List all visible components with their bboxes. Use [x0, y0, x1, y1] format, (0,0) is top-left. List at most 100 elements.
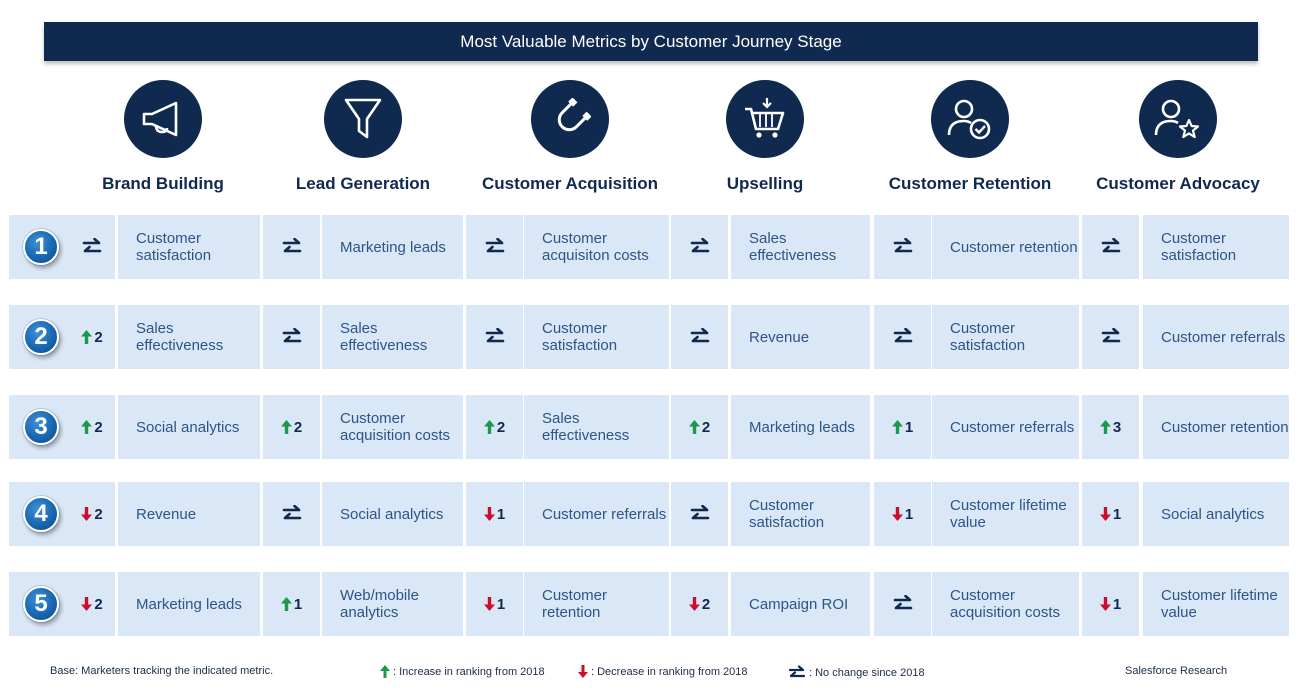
exchange-arrows-icon	[893, 238, 912, 253]
stage-header: Customer Retention	[870, 80, 1070, 194]
metric-cell: Customer retention	[1143, 395, 1289, 459]
metric-label: Customer referrals	[542, 505, 667, 523]
metric-label: Customer referrals	[950, 418, 1075, 436]
metric-label: Customer satisfaction	[1161, 230, 1237, 264]
metric-label: Sales effectiveness	[542, 410, 630, 444]
metric-label: Customer acquisition costs	[340, 410, 451, 444]
up-arrow-icon	[280, 597, 292, 611]
change-indicator	[69, 215, 115, 279]
metric-label: Sales effectiveness	[340, 320, 428, 354]
legend-no-change: : No change since 2018	[788, 665, 925, 681]
page-title: Most Valuable Metrics by Customer Journe…	[44, 22, 1258, 61]
metric-label: Social analytics	[340, 505, 444, 523]
user-check-icon	[931, 80, 1009, 158]
metric-label: Campaign ROI	[749, 595, 849, 613]
stage-name: Upselling	[726, 174, 804, 193]
change-indicator: 1	[1082, 482, 1139, 546]
change-amount: 1	[904, 418, 914, 436]
change-indicator: 2	[466, 395, 523, 459]
down-arrow-icon	[1099, 597, 1111, 611]
metric-label: Web/mobile analytics	[340, 587, 419, 621]
up-arrow-icon	[81, 420, 93, 434]
change-indicator: 2	[69, 572, 115, 636]
legend-increase-label: : Increase in ranking from 2018	[393, 665, 545, 678]
exchange-arrows-icon	[690, 238, 709, 253]
shopping-cart-icon	[726, 80, 804, 158]
change-amount: 1	[496, 595, 506, 613]
exchange-arrows-icon	[282, 328, 301, 343]
change-amount: 2	[94, 505, 103, 523]
change-indicator	[874, 572, 931, 636]
rank-row: 5 2 Marketing leads 1 Web/mobile analytics 1 C…	[9, 572, 1289, 636]
metric-cell: Social analytics	[118, 395, 260, 459]
exchange-arrows-icon	[485, 238, 504, 253]
change-indicator: 2	[69, 395, 115, 459]
metric-cell: Sales effectiveness	[322, 305, 463, 369]
stage-header: Customer Acquisition	[470, 80, 670, 194]
rank-row: 1 Customer satisfaction Marketing leads Cus…	[9, 215, 1289, 279]
metric-label: Customer retention	[542, 587, 608, 621]
stage-header: Customer Advocacy	[1078, 80, 1278, 194]
metric-cell: Customer lifetime value	[1143, 572, 1289, 636]
change-indicator: 1	[874, 482, 931, 546]
exchange-arrows-icon	[893, 328, 912, 343]
change-amount: 2	[701, 595, 711, 613]
metric-cell: Customer acquisition costs	[322, 395, 463, 459]
up-arrow-icon	[280, 420, 292, 434]
metric-cell: Customer referrals	[1143, 305, 1289, 369]
metric-label: Customer lifetime value	[1161, 587, 1278, 621]
metric-cell: Customer referrals	[524, 482, 669, 546]
change-amount: 1	[293, 595, 303, 613]
metric-cell: Campaign ROI	[731, 572, 870, 636]
change-indicator: 2	[69, 305, 115, 369]
metric-cell: Customer referrals	[932, 395, 1079, 459]
down-arrow-icon	[483, 507, 495, 521]
base-note: Base: Marketers tracking the indicated m…	[50, 665, 274, 677]
exchange-arrows-icon	[1101, 238, 1120, 253]
metric-cell: Customer satisfaction	[118, 215, 260, 279]
metric-label: Customer lifetime value	[950, 497, 1067, 531]
change-amount: 1	[496, 505, 506, 523]
metric-label: Customer referrals	[1161, 328, 1286, 346]
stage-name: Customer Acquisition	[482, 174, 658, 193]
change-indicator: 2	[671, 572, 728, 636]
metric-label: Customer acquisition costs	[950, 587, 1061, 621]
down-arrow-icon	[81, 597, 93, 611]
change-indicator	[263, 305, 320, 369]
up-arrow-icon	[483, 420, 495, 434]
down-arrow-icon	[81, 507, 93, 521]
stage-name: Brand Building	[102, 174, 224, 193]
exchange-arrows-icon	[282, 238, 301, 253]
metric-cell: Marketing leads	[118, 572, 260, 636]
change-amount: 2	[293, 418, 303, 436]
metric-label: Revenue	[136, 505, 197, 523]
metric-cell: Customer satisfaction	[524, 305, 669, 369]
metric-cell: Customer satisfaction	[932, 305, 1079, 369]
metric-cell: Sales effectiveness	[731, 215, 870, 279]
metric-label: Sales effectiveness	[136, 320, 224, 354]
change-amount: 2	[496, 418, 506, 436]
user-star-icon	[1139, 80, 1217, 158]
up-arrow-icon	[380, 665, 390, 678]
metric-cell: Customer acquisition costs	[932, 572, 1079, 636]
stage-name: Customer Retention	[888, 174, 1052, 193]
metric-label: Revenue	[749, 328, 810, 346]
metric-label: Marketing leads	[136, 595, 242, 613]
exchange-arrows-icon	[1101, 328, 1120, 343]
stage-header: Lead Generation	[263, 80, 463, 194]
metric-label: Customer satisfaction	[950, 320, 1026, 354]
legend-no-change-label: : No change since 2018	[809, 667, 925, 679]
down-arrow-icon	[578, 665, 588, 678]
change-indicator	[1082, 305, 1139, 369]
change-indicator: 2	[263, 395, 320, 459]
metric-cell: Marketing leads	[731, 395, 870, 459]
rank-cell: 1	[9, 215, 115, 279]
change-indicator: 2	[69, 482, 115, 546]
legend-increase: : Increase in ranking from 2018	[380, 665, 545, 678]
change-amount: 2	[94, 328, 103, 346]
exchange-arrows-icon	[690, 328, 709, 343]
change-amount: 2	[701, 418, 711, 436]
rank-badge: 4	[23, 496, 59, 532]
metric-cell: Customer retention	[932, 215, 1079, 279]
megaphone-icon	[124, 80, 202, 158]
